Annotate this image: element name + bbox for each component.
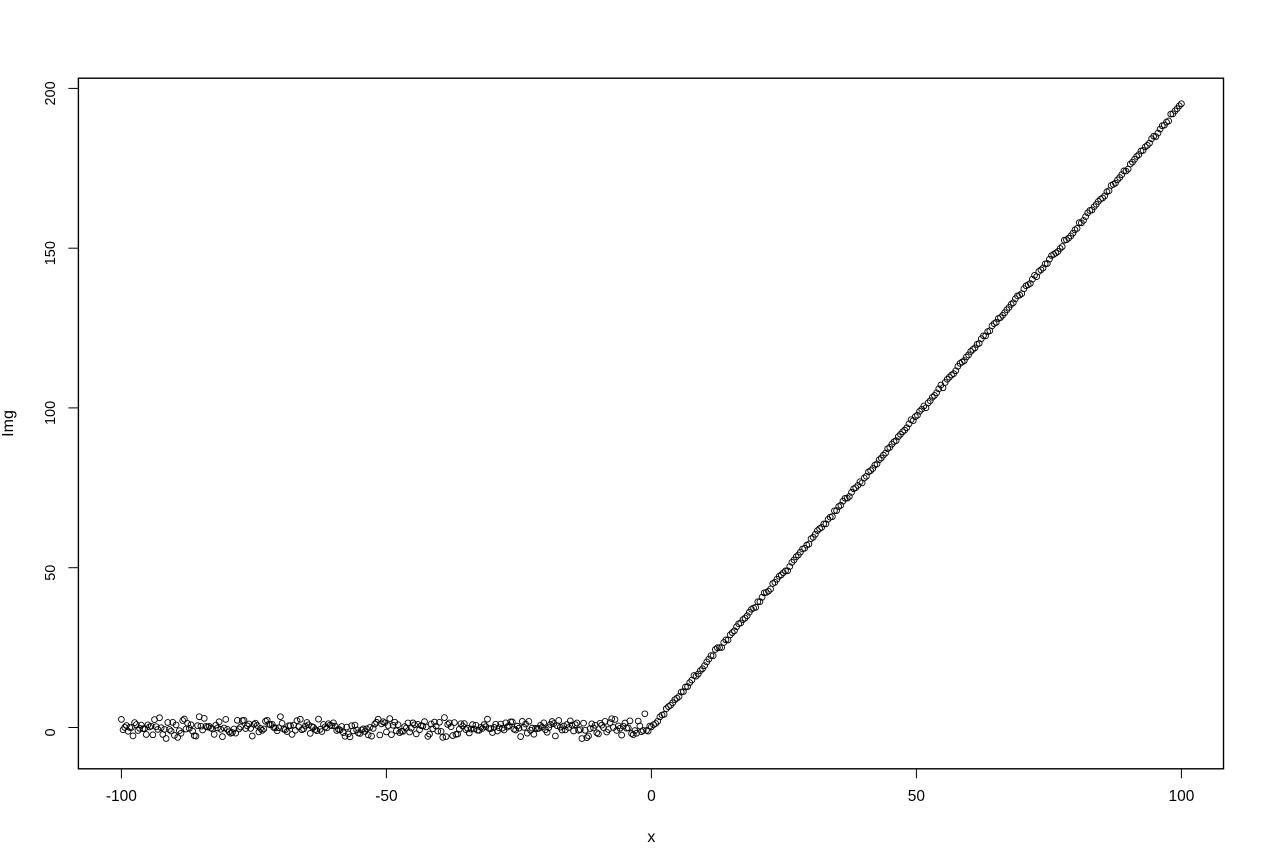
svg-text:200: 200 — [43, 81, 59, 105]
svg-text:100: 100 — [1168, 788, 1194, 805]
svg-text:0: 0 — [43, 728, 59, 736]
svg-text:50: 50 — [908, 788, 926, 805]
svg-text:-50: -50 — [375, 788, 398, 805]
svg-text:150: 150 — [43, 241, 59, 265]
svg-text:Img: Img — [0, 410, 17, 437]
svg-text:0: 0 — [647, 788, 656, 805]
svg-text:100: 100 — [43, 401, 59, 425]
svg-text:50: 50 — [43, 565, 59, 581]
svg-text:x: x — [647, 829, 655, 846]
svg-text:-100: -100 — [106, 788, 137, 805]
